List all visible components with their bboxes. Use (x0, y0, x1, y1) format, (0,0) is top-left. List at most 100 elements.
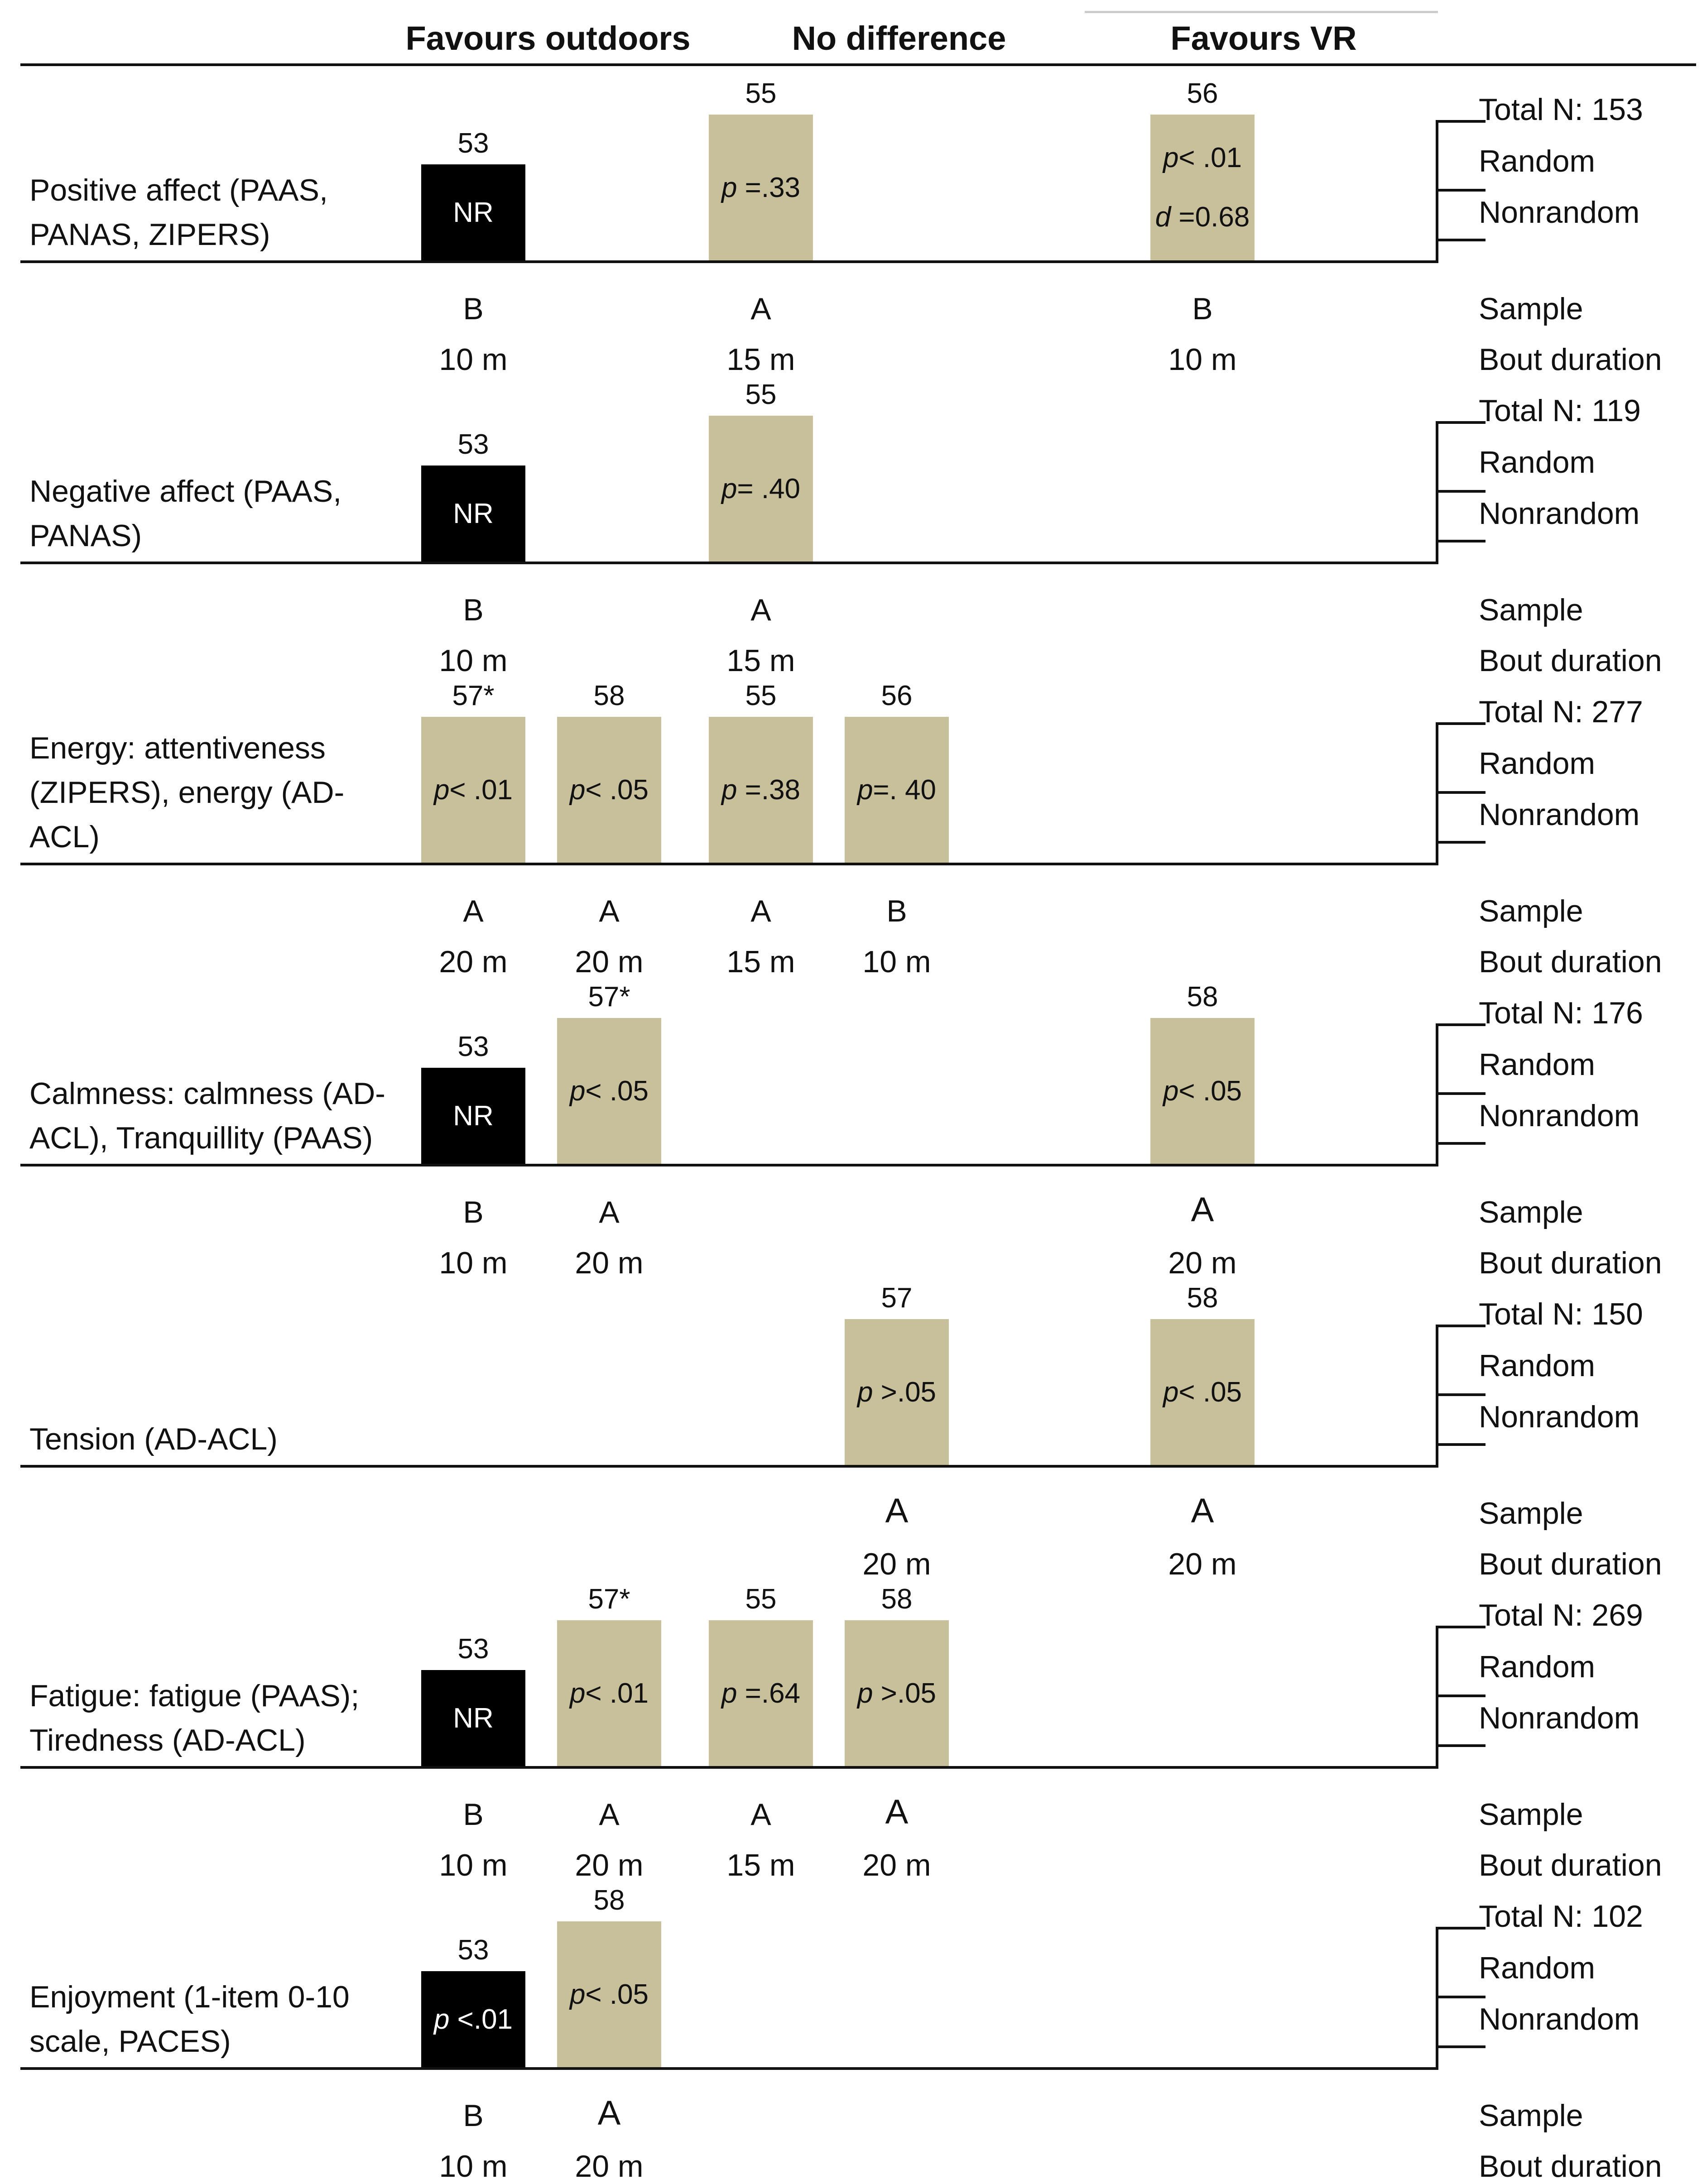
total-n-label: Total N: 119 (1479, 394, 1641, 428)
outcome-panel: Fatigue: fatigue (PAAS); Tiredness (AD-A… (0, 1576, 1702, 1882)
study-result-box: p= .40 (709, 416, 813, 562)
study-result-box: p <.01 (421, 1971, 525, 2067)
study-duration: 10 m (439, 1848, 508, 1882)
study-number: 56 (1187, 78, 1218, 109)
study-duration: 20 m (439, 945, 508, 979)
bracket-tick (1436, 239, 1486, 241)
study-duration: 10 m (439, 342, 508, 377)
bracket-tick (1436, 841, 1486, 844)
study-sample: B (886, 894, 907, 928)
header-rule (20, 63, 1696, 66)
nonrandom-label: Nonrandom (1479, 1701, 1640, 1735)
panel-bracket (1436, 1325, 1438, 1468)
bracket-tick (1436, 1927, 1486, 1930)
study-statistic: p >.05 (857, 1677, 937, 1709)
bracket-tick (1436, 1694, 1486, 1697)
bracket-tick (1436, 1996, 1486, 1998)
study-sample: A (1191, 1492, 1214, 1530)
study-sample: A (599, 1797, 620, 1832)
outcome-label: Calmness: calmness (AD- ACL), Tranquilli… (29, 1076, 385, 1155)
study-duration: 10 m (862, 945, 931, 979)
study-number: 58 (881, 1584, 913, 1615)
sample-row-label: Sample (1479, 1195, 1583, 1229)
study-statistic: p< .05 (569, 1075, 649, 1107)
study-statistic: p< .01 (569, 1677, 649, 1709)
study-number: 53 (457, 429, 489, 460)
study-result-box: NR (421, 1068, 525, 1164)
panel-baseline (20, 1766, 1438, 1769)
study-duration: 20 m (575, 945, 644, 979)
study-duration: 15 m (726, 945, 795, 979)
panel-bracket (1436, 722, 1438, 865)
study-number: 55 (745, 78, 777, 109)
study-duration: 20 m (862, 1848, 931, 1882)
study-statistic: p< .05 (1163, 1376, 1242, 1408)
study-result-box: NR (421, 1670, 525, 1766)
study-statistic: NR (453, 197, 494, 228)
study-statistic: p <.01 (433, 2003, 513, 2035)
random-label: Random (1479, 1951, 1596, 1985)
study-number: 57 (881, 1282, 913, 1314)
study-duration: 20 m (575, 2149, 644, 2184)
study-number: 53 (457, 1031, 489, 1062)
study-sample: A (750, 593, 771, 627)
study-sample: B (463, 292, 484, 326)
study-statistic: NR (453, 1100, 494, 1132)
study-sample: A (599, 894, 620, 928)
bout-duration-row-label: Bout duration (1479, 2149, 1662, 2184)
study-result-box: p< .05 (1150, 1319, 1255, 1465)
study-duration: 20 m (862, 1547, 931, 1581)
random-label: Random (1479, 144, 1596, 178)
random-label: Random (1479, 445, 1596, 480)
study-duration: 15 m (726, 643, 795, 678)
study-result-box: p >.05 (845, 1620, 949, 1766)
nonrandom-label: Nonrandom (1479, 195, 1640, 230)
study-sample: A (885, 1793, 909, 1831)
sample-row-label: Sample (1479, 2098, 1583, 2133)
study-duration: 20 m (575, 1848, 644, 1882)
nonrandom-label: Nonrandom (1479, 1099, 1640, 1133)
panel-baseline (20, 2067, 1438, 2070)
study-result-box: p< .05 (557, 717, 661, 863)
study-statistic: p =.38 (721, 774, 801, 806)
study-number: 58 (1187, 981, 1218, 1013)
study-result-box: p =.38 (709, 717, 813, 863)
study-number: 58 (593, 680, 625, 711)
nonrandom-label: Nonrandom (1479, 496, 1640, 531)
bracket-tick (1436, 791, 1486, 794)
study-duration: 10 m (439, 2149, 508, 2184)
random-label: Random (1479, 1650, 1596, 1684)
study-duration: 20 m (575, 1246, 644, 1280)
panel-baseline (20, 1164, 1438, 1166)
sample-row-label: Sample (1479, 1496, 1583, 1531)
bout-duration-row-label: Bout duration (1479, 643, 1662, 678)
study-sample: B (463, 1195, 484, 1229)
outcome-label: Enjoyment (1-item 0-10 scale, PACES) (29, 1980, 350, 2059)
header-favours-vr: Favours VR (1170, 19, 1357, 57)
study-number: 53 (457, 1934, 489, 1966)
total-n-label: Total N: 176 (1479, 996, 1643, 1030)
study-sample: A (750, 1797, 771, 1832)
outcome-panel: Enjoyment (1-item 0-10 scale, PACES) Tota… (0, 1877, 1702, 2184)
bout-duration-row-label: Bout duration (1479, 1246, 1662, 1280)
study-result-box: p =.33 (709, 115, 813, 260)
panel-bracket (1436, 1023, 1438, 1166)
total-n-label: Total N: 153 (1479, 92, 1643, 127)
study-sample: B (463, 2098, 484, 2133)
bracket-tick (1436, 1443, 1486, 1446)
total-n-label: Total N: 277 (1479, 695, 1643, 729)
bracket-tick (1436, 722, 1486, 725)
random-label: Random (1479, 1349, 1596, 1383)
bracket-tick (1436, 1092, 1486, 1095)
nonrandom-label: Nonrandom (1479, 797, 1640, 832)
study-result-box: NR (421, 164, 525, 260)
panel-bracket (1436, 421, 1438, 564)
nonrandom-label: Nonrandom (1479, 1400, 1640, 1434)
study-duration: 10 m (1168, 342, 1237, 377)
study-statistic: p =.64 (721, 1677, 801, 1709)
study-sample: A (463, 894, 484, 928)
study-result-box: p< .01 (557, 1620, 661, 1766)
study-number: 55 (745, 680, 777, 711)
bracket-tick (1436, 1142, 1486, 1145)
study-duration: 15 m (726, 1848, 795, 1882)
